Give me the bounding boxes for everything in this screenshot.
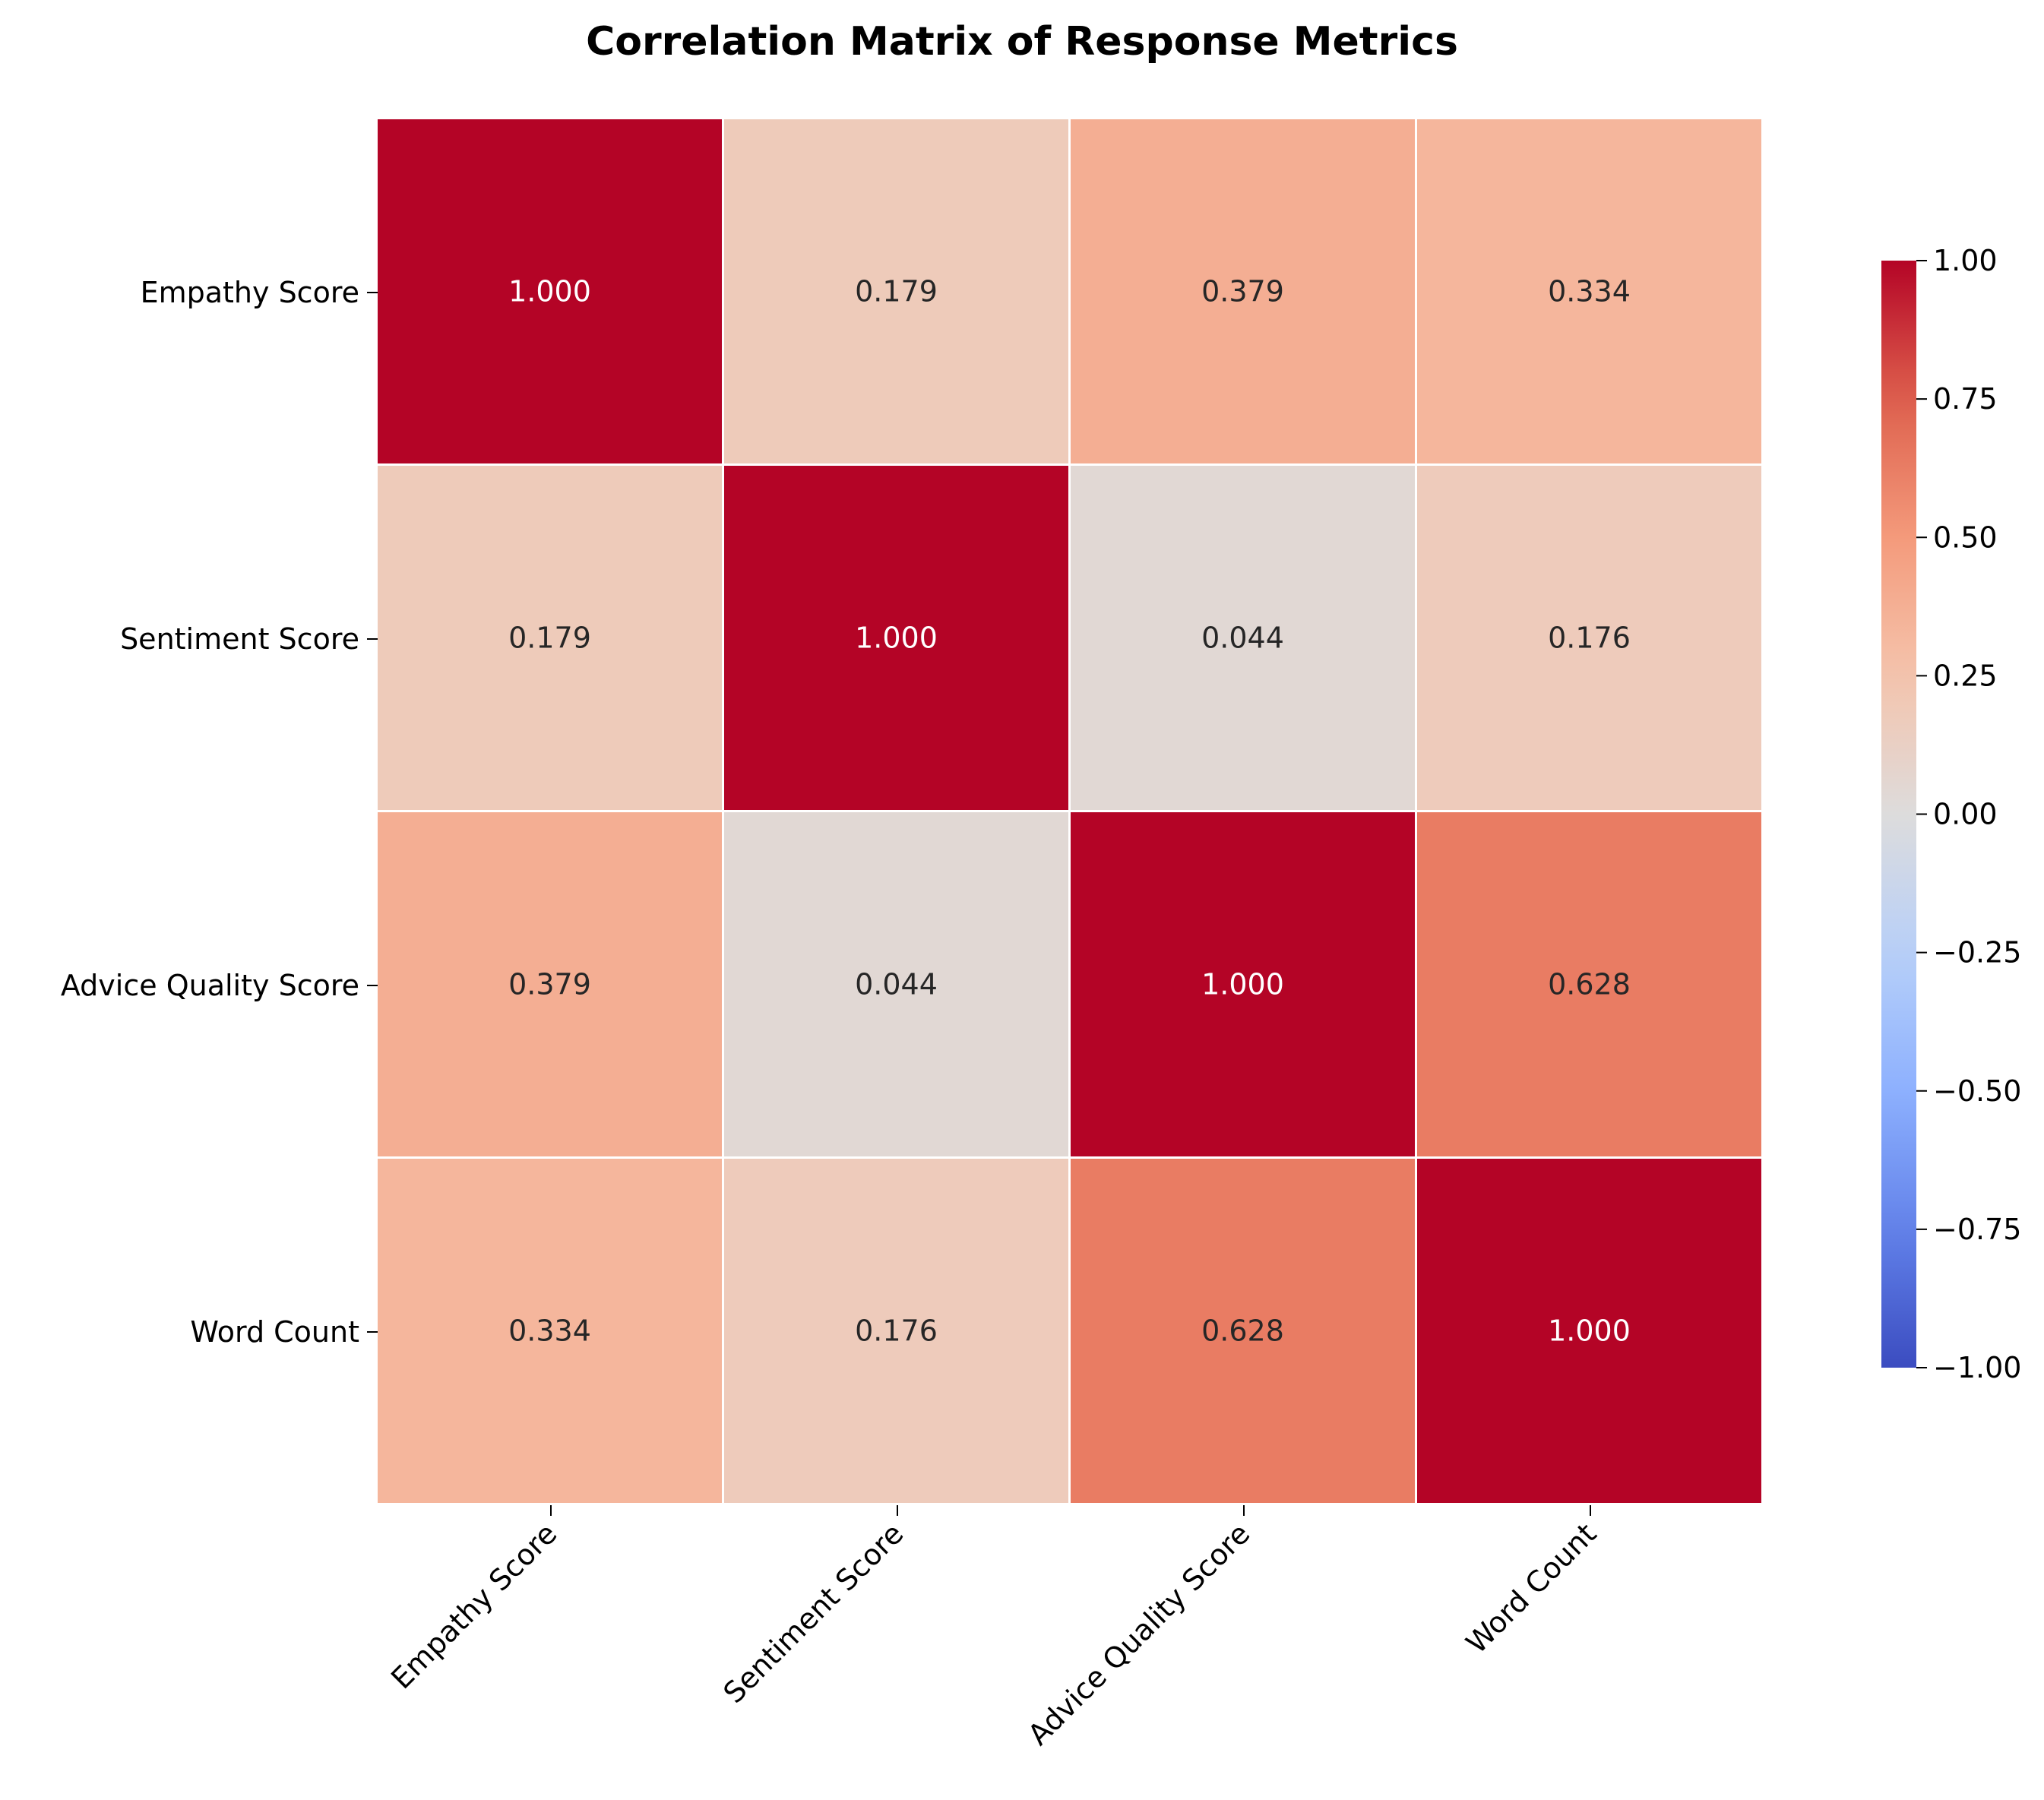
cell-value-label: 0.628 (1201, 1314, 1284, 1348)
chart-title: Correlation Matrix of Response Metrics (586, 19, 1458, 65)
cell-value-label: 1.000 (1201, 968, 1284, 1001)
heatmap-cell (1071, 119, 1415, 463)
heatmap-cell (378, 119, 722, 463)
heatmap-cell (1417, 812, 1761, 1156)
column-tick-label: Sentiment Score (717, 1517, 910, 1710)
colorbar-tick-label: −0.50 (1933, 1074, 2021, 1108)
colorbar-tick-label: 0.00 (1933, 798, 1998, 831)
heatmap-cell (1071, 1159, 1415, 1503)
heatmap-cell (1071, 812, 1415, 1156)
heatmap-cell (378, 812, 722, 1156)
heatmap-cell (378, 1159, 722, 1503)
cell-value-label: 0.379 (508, 968, 591, 1001)
colorbar-tick-label: 0.25 (1933, 659, 1998, 692)
heatmap-cell (724, 812, 1068, 1156)
row-tick-label: Empathy Score (141, 276, 359, 309)
column-tick-label: Word Count (1460, 1517, 1603, 1660)
cell-value-label: 0.334 (508, 1314, 591, 1348)
colorbar-tick-label: 0.75 (1933, 382, 1998, 416)
cell-value-label: 0.176 (1548, 622, 1631, 655)
row-tick-labels: Empathy Score Sentiment Score Advice Quali… (61, 276, 378, 1349)
colorbar-tick-label: −1.00 (1933, 1351, 2021, 1384)
cell-value-label: 1.000 (508, 275, 591, 308)
heatmap-cells: 1.000 0.179 0.379 0.334 0.179 1.000 0.044 0.176… (378, 119, 1761, 1503)
column-tick-label: Empathy Score (384, 1517, 563, 1695)
row-tick-label: Sentiment Score (120, 622, 359, 656)
column-tick-label: Advice Quality Score (1021, 1517, 1256, 1751)
cell-value-label: 1.000 (1548, 1314, 1631, 1348)
column-tick-labels: Empathy Score Sentiment Score Advice Quali… (384, 1505, 1603, 1751)
colorbar: 1.00 0.75 0.50 0.25 0.00 −0.25 −0.50 −0.75 −1.00 (1881, 244, 2021, 1384)
colorbar-gradient (1881, 261, 1916, 1368)
heatmap-cell (1417, 119, 1761, 463)
heatmap-cell (1071, 466, 1415, 810)
heatmap-cell (1417, 466, 1761, 810)
cell-value-label: 1.000 (855, 622, 938, 655)
heatmap-cell (724, 466, 1068, 810)
colorbar-tick-label: −0.75 (1933, 1213, 2021, 1246)
cell-value-label: 0.628 (1548, 968, 1631, 1001)
colorbar-tick-label: 0.50 (1933, 520, 1998, 554)
cell-value-label: 0.379 (1201, 275, 1284, 308)
heatmap-cell (1417, 1159, 1761, 1503)
cell-value-label: 0.044 (1201, 622, 1284, 655)
heatmap-cell (724, 1159, 1068, 1503)
row-tick-label: Word Count (190, 1315, 359, 1349)
cell-value-label: 0.334 (1548, 275, 1631, 308)
heatmap-cell (724, 119, 1068, 463)
colorbar-tick-label: −0.25 (1933, 936, 2021, 970)
colorbar-tick-label: 1.00 (1933, 244, 1998, 277)
cell-value-label: 0.179 (508, 622, 591, 655)
heatmap-cell (378, 466, 722, 810)
row-tick-label: Advice Quality Score (61, 969, 359, 1002)
cell-value-label: 0.044 (855, 968, 938, 1001)
cell-value-label: 0.179 (855, 275, 938, 308)
cell-value-label: 0.176 (855, 1314, 938, 1348)
